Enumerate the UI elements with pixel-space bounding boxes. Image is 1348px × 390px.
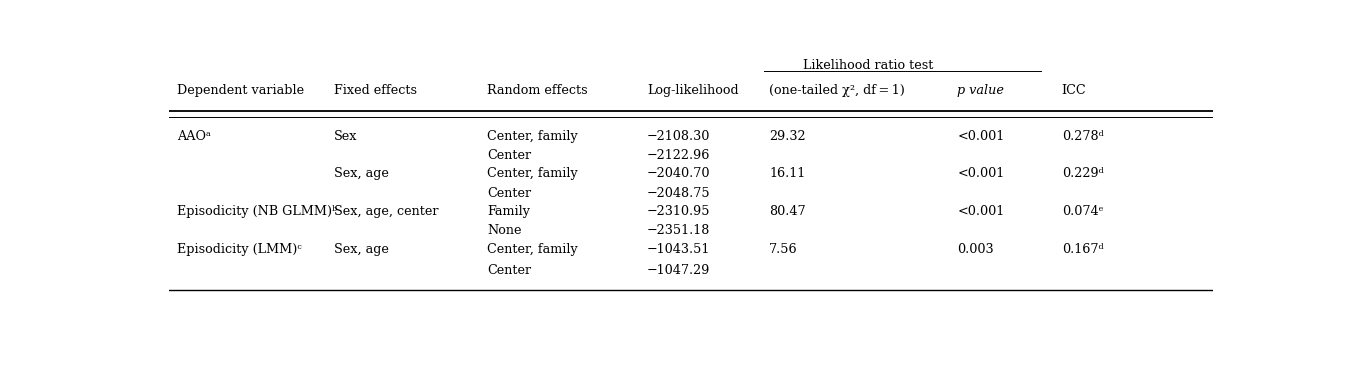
Text: −1043.51: −1043.51: [647, 243, 710, 256]
Text: <0.001: <0.001: [957, 205, 1004, 218]
Text: (one-tailed χ², df = 1): (one-tailed χ², df = 1): [770, 84, 905, 97]
Text: −2122.96: −2122.96: [647, 149, 710, 162]
Text: −2108.30: −2108.30: [647, 129, 710, 143]
Text: Sex, age: Sex, age: [333, 243, 388, 256]
Text: Center, family: Center, family: [487, 129, 578, 143]
Text: 16.11: 16.11: [770, 167, 806, 180]
Text: Center: Center: [487, 186, 531, 200]
Text: 80.47: 80.47: [770, 205, 806, 218]
Text: AAOᵃ: AAOᵃ: [177, 129, 210, 143]
Text: Center: Center: [487, 149, 531, 162]
Text: Log-likelihood: Log-likelihood: [647, 84, 739, 97]
Text: Episodicity (LMM)ᶜ: Episodicity (LMM)ᶜ: [177, 243, 302, 256]
Text: <0.001: <0.001: [957, 167, 1004, 180]
Text: Sex, age, center: Sex, age, center: [333, 205, 438, 218]
Text: Dependent variable: Dependent variable: [177, 84, 305, 97]
Text: p value: p value: [957, 84, 1004, 97]
Text: −2310.95: −2310.95: [647, 205, 710, 218]
Text: 29.32: 29.32: [770, 129, 806, 143]
Text: 0.229ᵈ: 0.229ᵈ: [1062, 167, 1104, 180]
Text: Family: Family: [487, 205, 530, 218]
Text: Center, family: Center, family: [487, 243, 578, 256]
Text: Fixed effects: Fixed effects: [333, 84, 417, 97]
Text: Likelihood ratio test: Likelihood ratio test: [803, 59, 934, 72]
Text: None: None: [487, 224, 522, 238]
Text: −2048.75: −2048.75: [647, 186, 710, 200]
Text: −2351.18: −2351.18: [647, 224, 710, 238]
Text: 0.278ᵈ: 0.278ᵈ: [1062, 129, 1104, 143]
Text: Random effects: Random effects: [487, 84, 588, 97]
Text: Sex: Sex: [333, 129, 357, 143]
Text: 0.003: 0.003: [957, 243, 993, 256]
Text: Center, family: Center, family: [487, 167, 578, 180]
Text: −1047.29: −1047.29: [647, 264, 710, 277]
Text: Episodicity (NB GLMM)ᵇ: Episodicity (NB GLMM)ᵇ: [177, 205, 337, 218]
Text: ICC: ICC: [1062, 84, 1086, 97]
Text: −2040.70: −2040.70: [647, 167, 710, 180]
Text: <0.001: <0.001: [957, 129, 1004, 143]
Text: 7.56: 7.56: [770, 243, 798, 256]
Text: 0.167ᵈ: 0.167ᵈ: [1062, 243, 1104, 256]
Text: 0.074ᵉ: 0.074ᵉ: [1062, 205, 1103, 218]
Text: Center: Center: [487, 264, 531, 277]
Text: Sex, age: Sex, age: [333, 167, 388, 180]
